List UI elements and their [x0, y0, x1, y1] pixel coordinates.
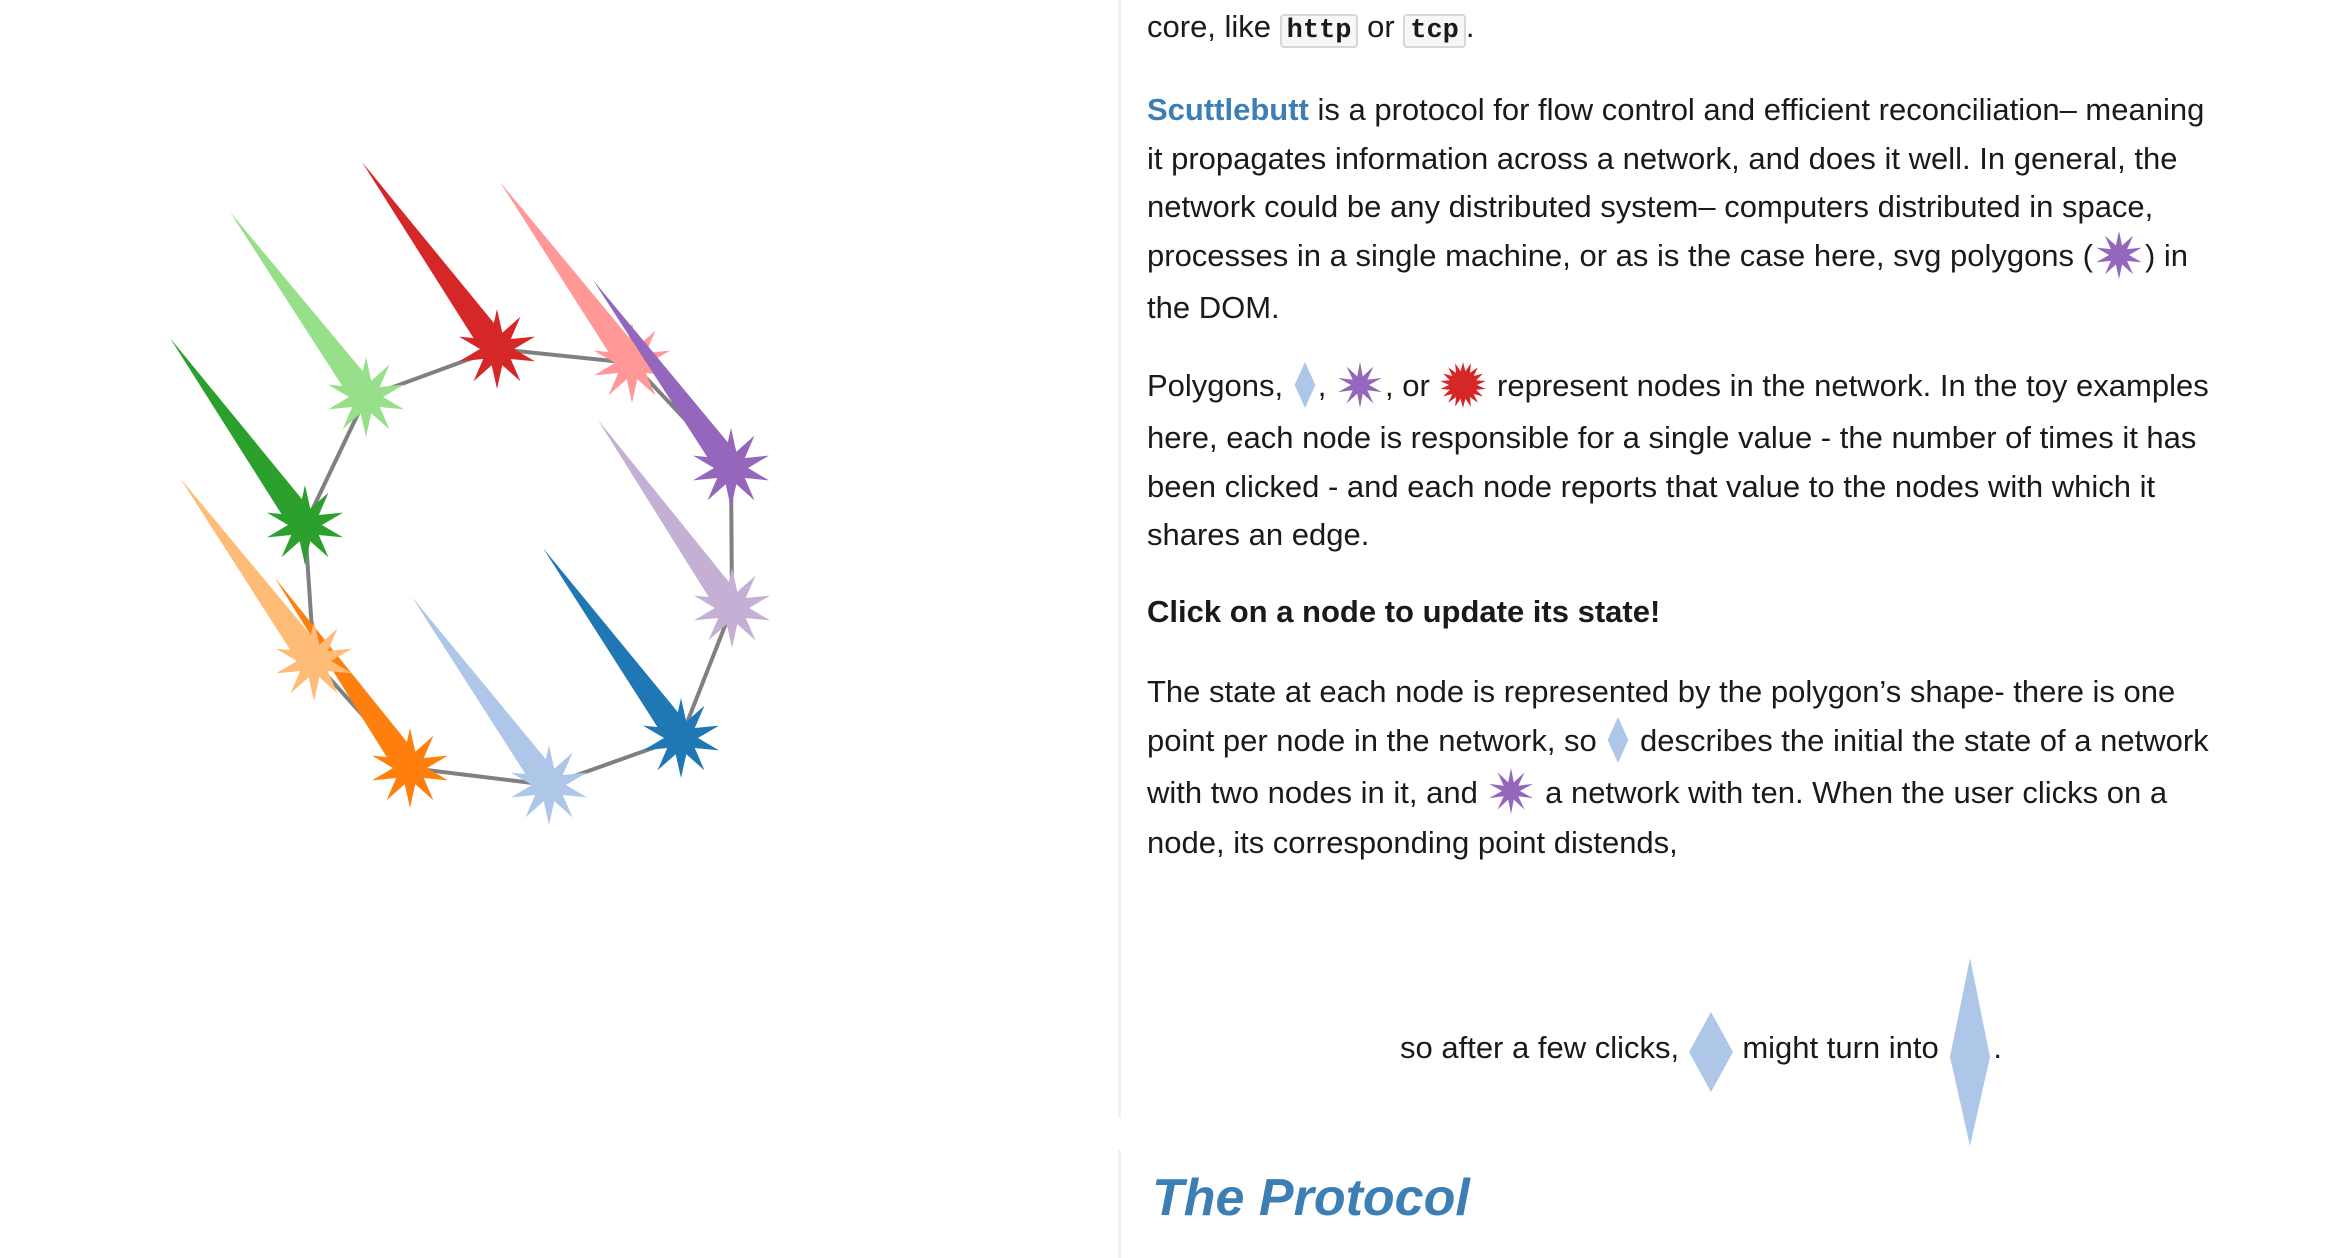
node-star	[643, 698, 719, 778]
network-edge	[679, 607, 734, 739]
code-http: http	[1279, 14, 1359, 48]
network-edge	[303, 396, 368, 526]
intro-line: core, like http or tcp.	[1147, 9, 1475, 48]
network-node-lavender[interactable]	[598, 420, 770, 648]
network-node-light-orange[interactable]	[180, 478, 352, 701]
node-star	[372, 728, 448, 808]
network-node-light-green[interactable]	[230, 212, 404, 437]
distended-diamond-icon	[1950, 958, 1991, 1146]
network-node-pink[interactable]	[500, 182, 670, 403]
network-node-light-blue[interactable]	[412, 597, 587, 825]
node-spike	[180, 478, 326, 670]
network-node-orange[interactable]	[275, 578, 448, 808]
network-node-blue[interactable]	[543, 548, 719, 778]
node-star	[267, 485, 343, 565]
paragraph-polygons: Polygons, , , or represent nodes in the …	[1147, 362, 2209, 560]
node-star	[594, 323, 670, 403]
node-spike	[593, 280, 743, 477]
network-visualization[interactable]	[0, 0, 1110, 1258]
node-spike	[230, 212, 378, 406]
node-spike	[412, 597, 561, 794]
example-line: so after a few clicks, might turn into .	[1400, 955, 2002, 1146]
network-node-purple[interactable]	[593, 280, 769, 508]
callout-text: Click on a node to update its state!	[1147, 594, 1661, 629]
node-star	[276, 621, 352, 701]
code-tcp: tcp	[1403, 14, 1466, 48]
diamond-icon	[1688, 1012, 1733, 1092]
diamond-icon	[1608, 716, 1629, 763]
node-star	[459, 309, 535, 389]
node-star	[694, 568, 770, 648]
purple-star-icon	[1489, 768, 1534, 815]
section-heading: The Protocol	[1152, 1169, 1470, 1227]
network-node-dark-red[interactable]	[362, 162, 535, 389]
network-edge	[496, 347, 633, 365]
diamond-icon	[1294, 362, 1316, 408]
network-nodes[interactable]	[170, 162, 770, 825]
node-star	[328, 357, 404, 437]
node-star	[693, 428, 769, 508]
node-spike	[543, 548, 693, 747]
paragraph-intro: Scuttlebutt is a protocol for flow contr…	[1147, 92, 2205, 325]
node-spike	[362, 162, 509, 358]
purple-star-icon	[2096, 230, 2142, 279]
column-divider	[1118, 0, 1121, 1118]
node-spike	[598, 420, 744, 617]
purple-star-icon	[1338, 362, 1382, 408]
node-star	[511, 745, 587, 825]
paragraph-state: The state at each node is represented by…	[1147, 674, 2209, 861]
network-edge	[409, 766, 550, 787]
node-spike	[500, 182, 644, 372]
network-node-green[interactable]	[170, 338, 343, 565]
node-spike	[275, 578, 422, 777]
column-divider-lower	[1118, 1150, 1121, 1258]
node-spike	[170, 338, 317, 534]
red-star-icon	[1440, 362, 1487, 408]
scuttlebutt-link[interactable]: Scuttlebutt	[1147, 92, 1309, 127]
